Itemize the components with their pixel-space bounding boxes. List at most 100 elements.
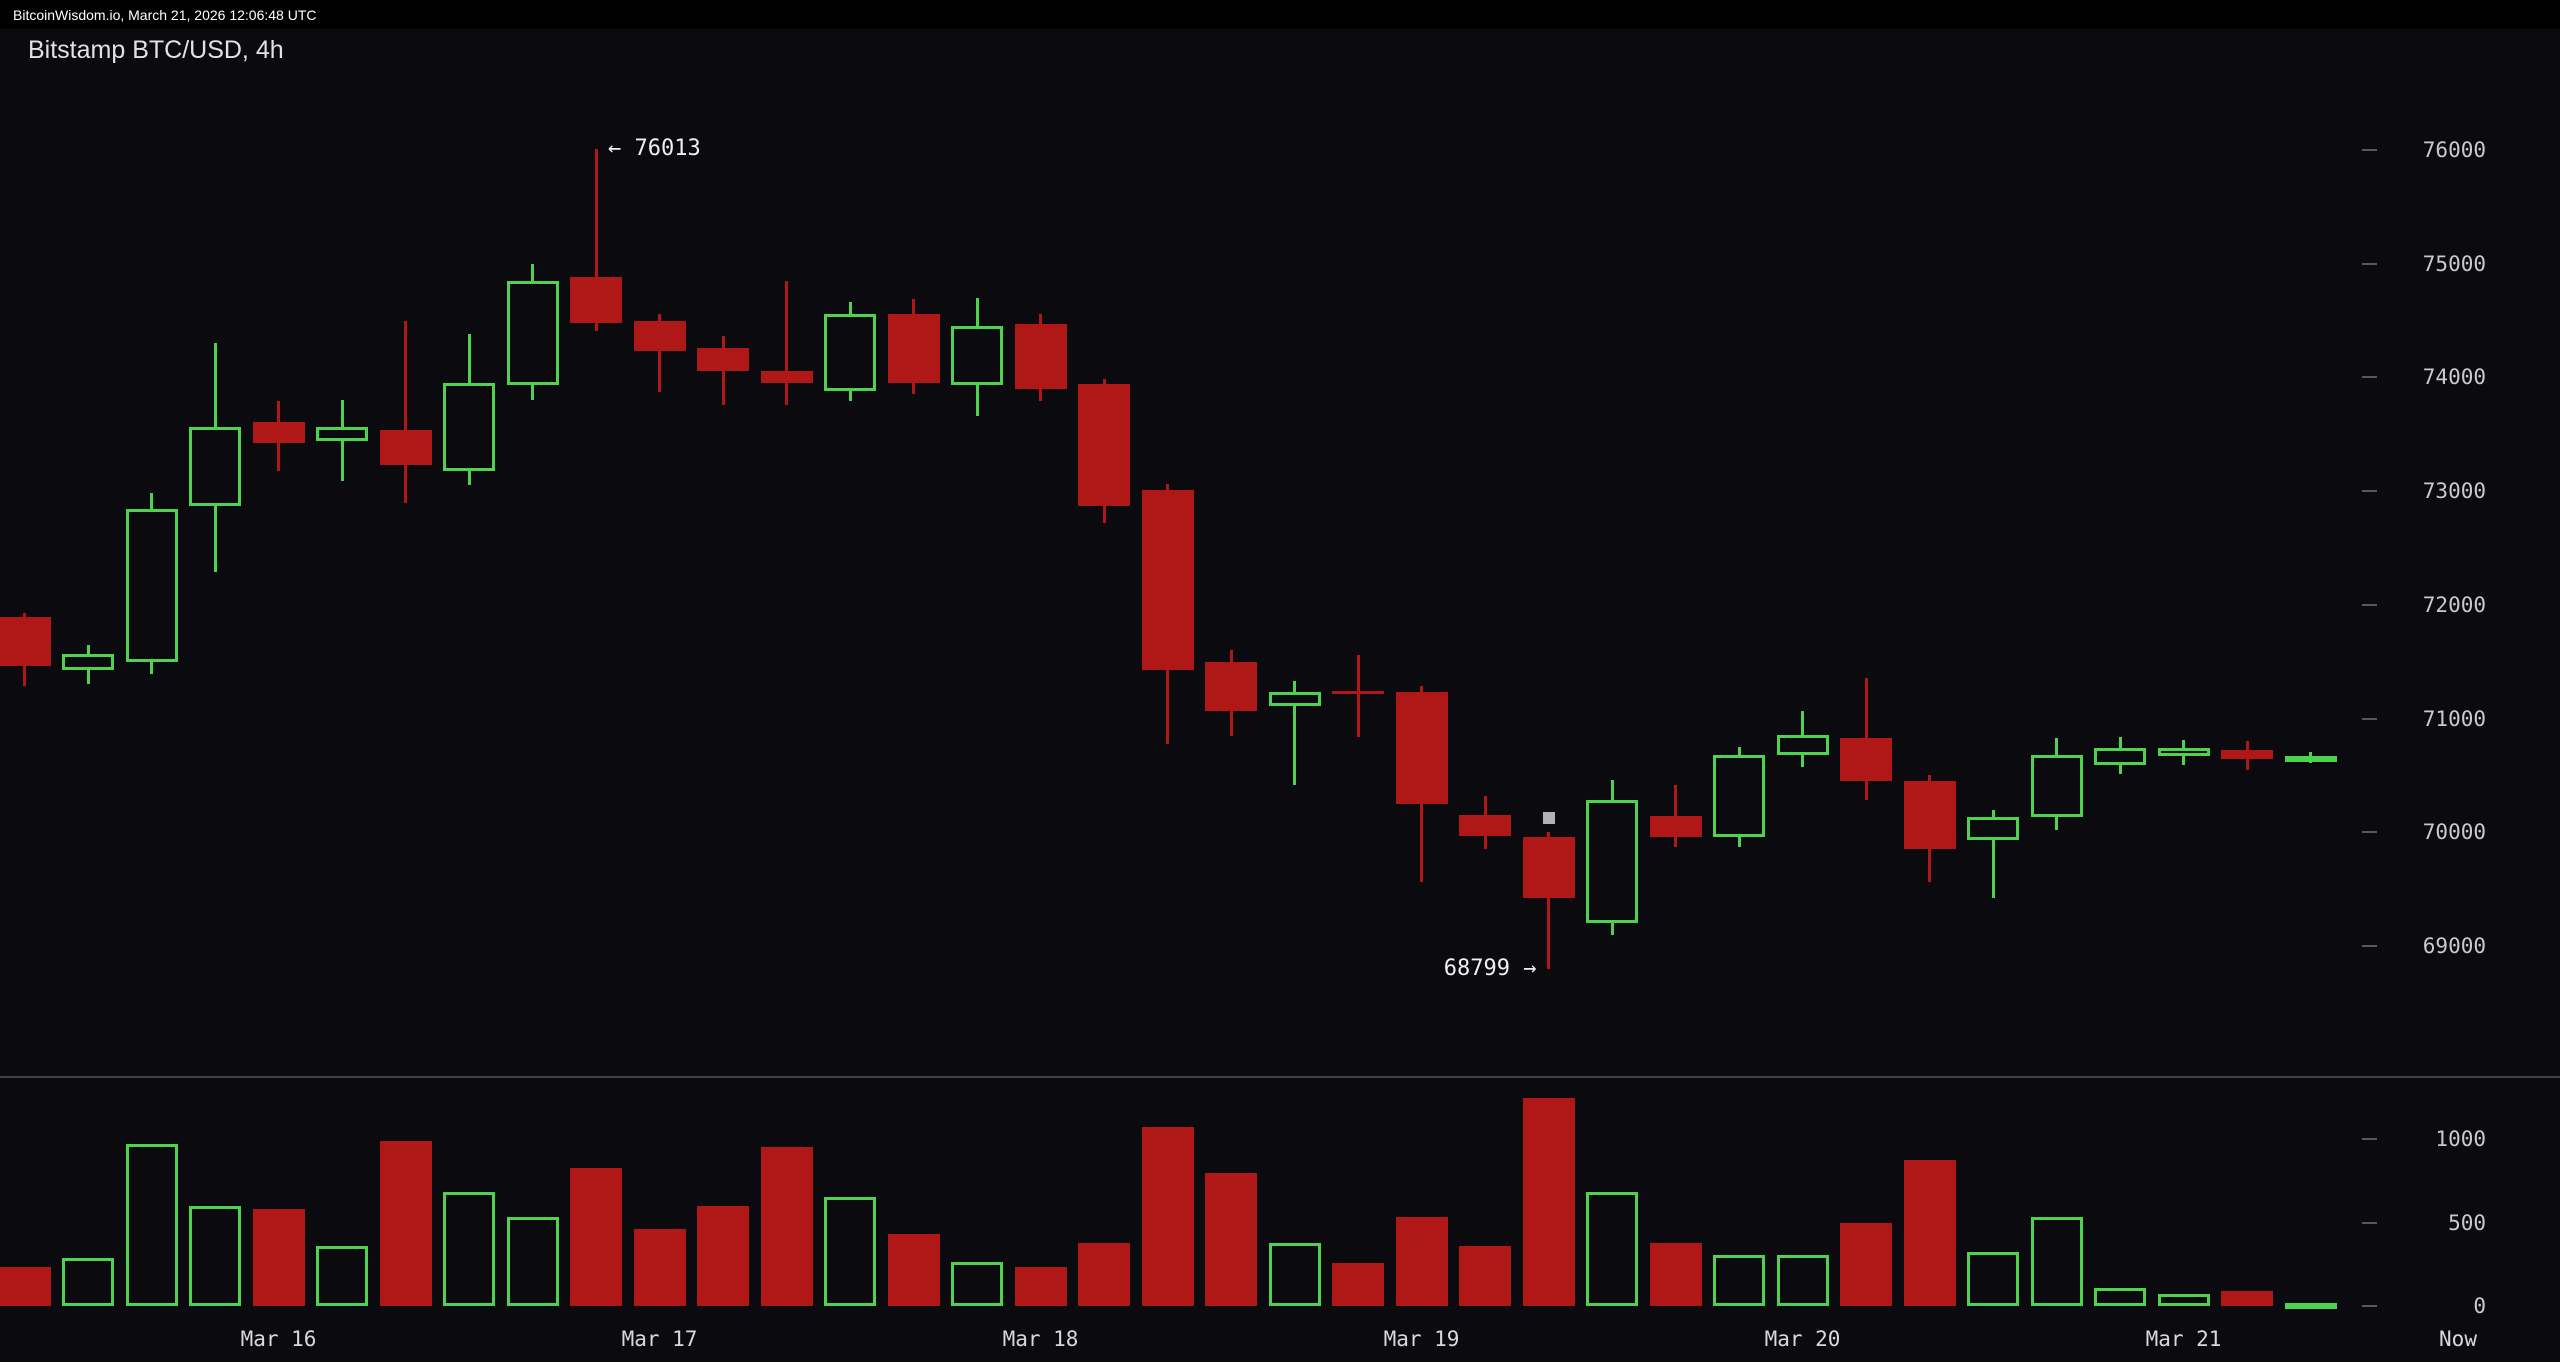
volume-bar [887, 1234, 940, 1306]
candle-wick [594, 148, 598, 331]
candle-body [1078, 384, 1130, 506]
candle-body [316, 427, 368, 442]
candle-body [1713, 754, 1765, 837]
price-tick-dash [2362, 376, 2377, 379]
candle-body [443, 383, 495, 471]
volume-tick-dash [2362, 1138, 2377, 1140]
price-tick-label: 70000 [2422, 820, 2486, 845]
volume-bar [1713, 1255, 1765, 1306]
candle-wick [1293, 681, 1296, 785]
price-tick-label: 74000 [2422, 365, 2486, 390]
candle-body [1522, 836, 1575, 899]
volume-bar [760, 1147, 813, 1306]
candle-body [633, 320, 686, 352]
volume-bar [379, 1140, 432, 1306]
candle-body [2094, 748, 2146, 765]
volume-bar [506, 1217, 559, 1306]
volume-bar [189, 1205, 241, 1306]
price-tick-dash [2362, 831, 2377, 834]
volume-bar [824, 1197, 876, 1306]
candle-body [887, 313, 940, 384]
chart-title: Bitstamp BTC/USD, 4h [28, 36, 284, 64]
volume-bar [316, 1245, 368, 1306]
candle-body [2157, 748, 2210, 757]
price-tick-label: 71000 [2422, 706, 2486, 731]
volume-tick-label: 500 [2448, 1210, 2486, 1235]
candle-wick [1547, 832, 1550, 969]
candle-wick [1991, 809, 1995, 899]
candle-wick [721, 336, 725, 405]
volume-bar [62, 1258, 114, 1306]
date-tick-label: Mar 21 [2145, 1327, 2222, 1351]
low-price-annotation: 68799 → [1443, 955, 1537, 981]
price-tick-dash [2362, 262, 2377, 265]
price-tick-dash [2362, 717, 2377, 720]
topbar-status-text: BitcoinWisdom.io, March 21, 2026 12:06:4… [13, 6, 317, 23]
volume-bar [1141, 1127, 1194, 1306]
candle-wick [658, 313, 661, 393]
price-tick-dash [2362, 603, 2377, 606]
candle-body [379, 429, 432, 465]
price-tick-label: 75000 [2422, 251, 2486, 276]
volume-tick-dash [2362, 1305, 2377, 1307]
candle-body [62, 653, 114, 670]
price-tick-label: 73000 [2422, 479, 2486, 504]
candle-body [1332, 691, 1384, 695]
volume-bar [1840, 1222, 1892, 1306]
volume-tick-dash [2362, 1221, 2377, 1224]
volume-bar [2284, 1302, 2337, 1309]
topbar: BitcoinWisdom.io, March 21, 2026 12:06:4… [0, 0, 2560, 29]
volume-bar [1268, 1242, 1321, 1306]
candle-body [1268, 692, 1321, 707]
volume-bar [125, 1144, 178, 1306]
candle-body [2284, 756, 2337, 763]
volume-bar [1586, 1192, 1638, 1306]
volume-bar [1395, 1217, 1448, 1306]
volume-bar [252, 1209, 305, 1306]
date-tick-label: Mar 16 [240, 1327, 317, 1351]
candle-body [2030, 754, 2083, 817]
now-label: Now [2439, 1327, 2477, 1351]
candle-body [1840, 737, 1892, 782]
volume-tick-label: 0 [2473, 1294, 2486, 1318]
candle-body [951, 326, 1003, 386]
volume-tick-label: 1000 [2435, 1127, 2486, 1151]
volume-bar [633, 1229, 686, 1306]
candle-body [1586, 800, 1638, 924]
candle-body [1014, 323, 1067, 389]
date-tick-label: Mar 19 [1383, 1327, 1460, 1351]
price-tick-dash [2362, 945, 2377, 947]
candle-body [252, 421, 305, 444]
volume-bar [1522, 1098, 1575, 1306]
candle-body [1967, 816, 2019, 840]
candle-wick [1674, 784, 1677, 848]
candle-body [189, 427, 241, 506]
date-tick-label: Mar 20 [1764, 1327, 1841, 1351]
candle-wick [1356, 654, 1360, 737]
price-tick-label: 69000 [2422, 934, 2486, 958]
volume-bar [1459, 1245, 1511, 1306]
candle-body [1459, 815, 1511, 836]
date-tick-label: Mar 18 [1002, 1327, 1079, 1351]
trade-marker [1542, 811, 1555, 824]
volume-bar [570, 1168, 622, 1306]
volume-bar [1332, 1263, 1384, 1306]
volume-bar [1014, 1266, 1067, 1306]
volume-bar [2094, 1287, 2146, 1306]
volume-bar [2157, 1294, 2210, 1306]
candle-body [2221, 749, 2273, 760]
volume-bar [1078, 1242, 1130, 1306]
candle-body [0, 617, 51, 667]
price-tick-dash [2362, 490, 2377, 493]
candle-body [760, 370, 813, 384]
volume-bar [951, 1261, 1003, 1306]
volume-bar [1649, 1242, 1702, 1306]
candle-body [1776, 735, 1829, 755]
volume-bar [2030, 1217, 2083, 1306]
volume-bar [443, 1192, 495, 1306]
candle-body [570, 277, 622, 323]
volume-bar [1903, 1159, 1956, 1306]
candle-body [1649, 816, 1702, 837]
